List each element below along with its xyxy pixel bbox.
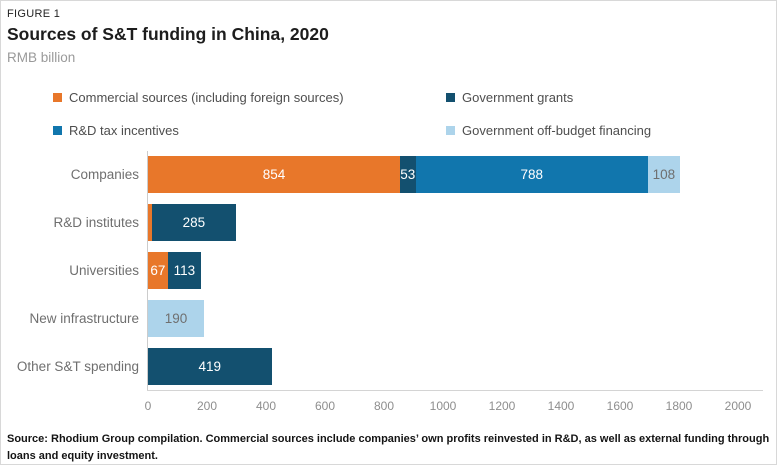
bar-row: New infrastructure 190 xyxy=(1,300,776,337)
category-label: Other S&T spending xyxy=(16,359,139,374)
bar-segments: 285 xyxy=(148,204,236,241)
bar-segment: 53 xyxy=(399,156,416,193)
bar-row: Universities 67 113 xyxy=(1,252,776,289)
legend-swatch-icon xyxy=(446,126,455,135)
bar-segment: 285 xyxy=(151,204,236,241)
bar-value-label: 419 xyxy=(198,359,222,374)
bar-segment: 788 xyxy=(415,156,648,193)
bar-value-label: 53 xyxy=(400,167,416,182)
source-note-line: loans and equity investment. xyxy=(7,449,158,462)
legend-label: Government off-budget financing xyxy=(462,123,652,138)
x-tick-label: 400 xyxy=(255,399,277,413)
legend-item-3: R&D tax incentives xyxy=(53,123,446,138)
bar-segments: 67 113 xyxy=(148,252,202,289)
bar-segment: 108 xyxy=(648,156,680,193)
chart-legend: Commercial sources (including foreign so… xyxy=(53,90,651,138)
x-tick-label: 1000 xyxy=(429,399,457,413)
source-note-line: Source: Rhodium Group compilation. Comme… xyxy=(7,433,770,445)
category-label: Universities xyxy=(69,263,139,278)
bar-row: Other S&T spending 419 xyxy=(1,348,776,385)
x-tick-label: 1400 xyxy=(547,399,575,413)
bar-segments: 419 xyxy=(148,348,272,385)
legend-swatch-icon xyxy=(53,93,62,102)
bar-value-label: 788 xyxy=(520,167,544,182)
bar-row: R&D institutes 285 xyxy=(1,204,776,241)
bar-segment: 113 xyxy=(167,252,202,289)
legend-label: Commercial sources (including foreign so… xyxy=(69,90,344,105)
chart-plot: Companies 854 53 788 108 R&D institutes 285 Uni… xyxy=(1,151,776,421)
legend-label: Government grants xyxy=(462,90,574,105)
bar-value-label: 854 xyxy=(262,167,286,182)
bar-value-label: 67 xyxy=(150,263,166,278)
category-label: R&D institutes xyxy=(53,215,139,230)
category-label: Companies xyxy=(70,167,139,182)
x-tick-label: 0 xyxy=(144,399,152,413)
legend-swatch-icon xyxy=(446,93,455,102)
bar-value-label: 285 xyxy=(182,215,206,230)
y-axis-line xyxy=(147,151,148,391)
bar-segment: 854 xyxy=(148,156,400,193)
figure-title: Sources of S&T funding in China, 2020 xyxy=(7,24,329,44)
x-tick-label: 600 xyxy=(314,399,336,413)
bar-value-label: 190 xyxy=(164,311,188,326)
legend-item-4: Government off-budget financing xyxy=(446,123,651,138)
bar-segment: 67 xyxy=(148,252,168,289)
bar-value-label: 108 xyxy=(652,167,676,182)
bar-value-label: 113 xyxy=(173,263,196,278)
bar-segment xyxy=(148,204,152,241)
x-tick-label: 800 xyxy=(373,399,395,413)
bar-row: Companies 854 53 788 108 xyxy=(1,156,776,193)
source-note: Source: Rhodium Group compilation. Comme… xyxy=(7,431,773,464)
x-axis-line xyxy=(147,390,763,391)
category-label: New infrastructure xyxy=(29,311,139,326)
figure-units-subtitle: RMB billion xyxy=(7,50,76,65)
x-tick-label: 1200 xyxy=(488,399,516,413)
x-tick-label: 200 xyxy=(196,399,218,413)
legend-item-2: Government grants xyxy=(446,90,651,105)
bar-segment: 419 xyxy=(148,348,272,385)
bar-segments: 190 xyxy=(148,300,205,337)
x-tick-label: 1600 xyxy=(606,399,634,413)
x-tick-label: 1800 xyxy=(665,399,693,413)
bar-segments: 854 53 788 108 xyxy=(148,156,680,193)
legend-label: R&D tax incentives xyxy=(69,123,179,138)
legend-swatch-icon xyxy=(53,126,62,135)
figure-number: FIGURE 1 xyxy=(7,8,61,20)
figure-header: FIGURE 1 Sources of S&T funding in China… xyxy=(7,8,329,65)
bar-segment: 190 xyxy=(148,300,205,337)
legend-item-1: Commercial sources (including foreign so… xyxy=(53,90,446,105)
x-tick-label: 2000 xyxy=(724,399,752,413)
